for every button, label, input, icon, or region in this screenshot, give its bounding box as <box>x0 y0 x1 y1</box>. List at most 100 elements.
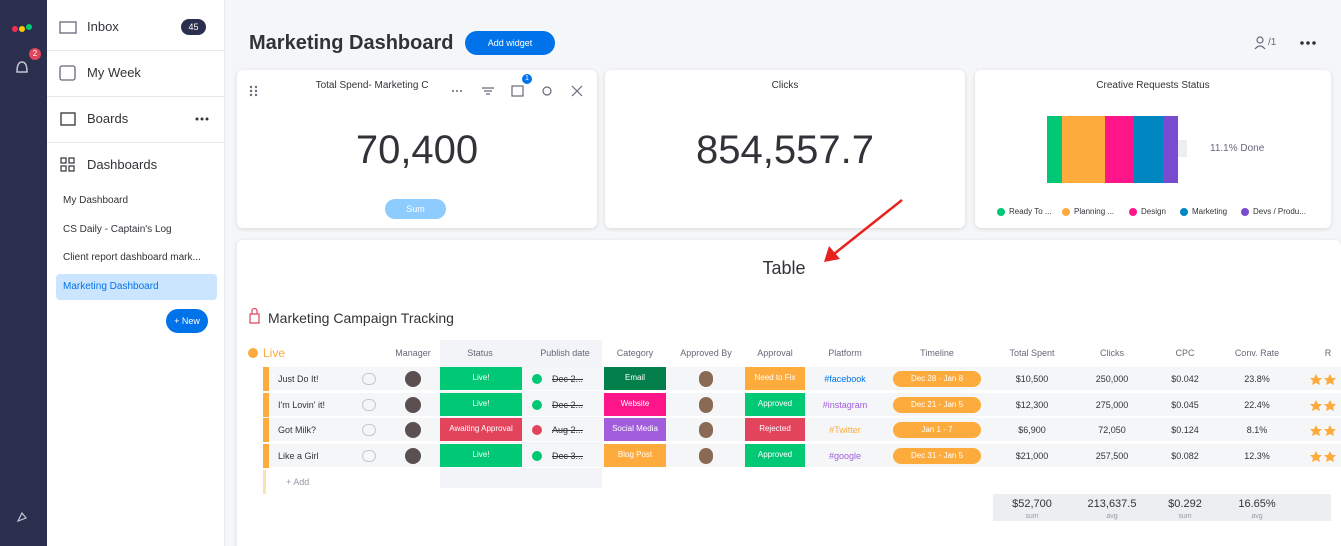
manager-avatar <box>405 371 421 387</box>
status-segment <box>1061 116 1106 183</box>
item-name[interactable]: I'm Lovin' it! <box>278 400 325 410</box>
publish-date: Dec 2... <box>552 374 584 384</box>
new-button[interactable]: + New <box>166 309 208 333</box>
status-cell: Live! <box>440 393 522 416</box>
segment-stub <box>1178 140 1187 157</box>
toolbar-badge: 1 <box>522 74 532 84</box>
nav-item[interactable]: My Week <box>87 65 141 80</box>
approval-cell: Need to Fix <box>745 367 805 390</box>
publish-date: Dec 2... <box>552 400 584 410</box>
date-icon <box>532 451 542 461</box>
item-name[interactable]: Just Do It! <box>278 374 319 384</box>
status-cell: Live! <box>440 444 522 467</box>
number-cell: 257,500 <box>1095 451 1129 461</box>
status-segment <box>1134 116 1164 183</box>
dashboard-link[interactable]: Marketing Dashboard <box>63 281 159 292</box>
widget-title: Clicks <box>771 80 799 91</box>
legend-label: Design <box>1141 207 1166 216</box>
number-cell: $6,900 <box>1018 425 1046 435</box>
dashboard-link[interactable]: CS Daily - Captain's Log <box>63 224 172 235</box>
manager-avatar <box>405 397 421 413</box>
platform: #facebook <box>824 374 866 384</box>
legend-label: Devs / Produ... <box>1253 207 1306 216</box>
column-header: Total Spent <box>1009 348 1055 358</box>
legend-dot <box>1062 208 1070 216</box>
number-cell: $0.082 <box>1171 451 1199 461</box>
number-cell: $0.045 <box>1171 400 1199 410</box>
battery-summary: 11.1% Done <box>1210 143 1265 154</box>
legend-label: Marketing <box>1192 207 1228 216</box>
column-header: Approval <box>757 348 793 358</box>
number-cell: $12,300 <box>1015 400 1049 410</box>
timeline-pill: Dec 21 - Jan 5 <box>893 397 981 413</box>
notification-badge: 2 <box>29 48 41 60</box>
status-cell: Live! <box>440 367 522 390</box>
nav-item[interactable]: Inbox <box>87 19 119 34</box>
column-header: Platform <box>828 348 862 358</box>
add-row[interactable]: + Add <box>263 470 1341 494</box>
group-title: Live <box>263 346 286 360</box>
publish-date: Aug 2... <box>552 425 584 435</box>
status-segment <box>1163 116 1178 183</box>
number-cell: 275,000 <box>1095 400 1129 410</box>
left-rail <box>0 0 47 546</box>
sidebar <box>47 0 225 546</box>
separator <box>47 142 225 143</box>
column-header: Category <box>616 348 654 358</box>
widget-card <box>605 70 965 228</box>
number-value: 70,400 <box>355 128 479 172</box>
number-cell: 12.3% <box>1244 451 1270 461</box>
column-header: CPC <box>1175 348 1195 358</box>
number-cell: 250,000 <box>1095 374 1129 384</box>
status-cell: Awaiting Approval <box>440 418 522 441</box>
approver-avatar <box>699 397 713 413</box>
more-icon <box>1300 41 1316 45</box>
legend-dot <box>1129 208 1137 216</box>
legend-label: Planning ... <box>1074 207 1115 216</box>
widget-title: Creative Requests Status <box>1096 80 1210 91</box>
approver-avatar <box>699 371 713 387</box>
item-name[interactable]: Like a Girl <box>278 451 319 461</box>
separator <box>47 96 225 97</box>
date-icon <box>532 374 542 384</box>
approval-cell: Approved <box>745 444 805 467</box>
function-pill[interactable]: Sum <box>385 199 446 219</box>
people-count: /1 <box>1268 37 1277 48</box>
legend-dot <box>997 208 1005 216</box>
page-title: Marketing Dashboard <box>249 32 454 54</box>
column-header: Publish date <box>540 348 590 358</box>
selected-bg <box>56 274 217 300</box>
platform: #instagram <box>822 400 868 410</box>
nav-item[interactable]: Boards <box>87 111 129 126</box>
publish-date: Dec 3... <box>552 451 584 461</box>
dashboard-link[interactable]: My Dashboard <box>63 195 129 206</box>
dashboard-link[interactable]: Client report dashboard mark... <box>63 252 201 263</box>
category-cell: Social Media <box>604 418 666 441</box>
status-segment <box>1105 116 1135 183</box>
approval-cell: Approved <box>745 393 805 416</box>
legend-dot <box>1180 208 1188 216</box>
platform: #google <box>828 451 862 461</box>
date-icon <box>532 400 542 410</box>
timeline-pill: Jan 1 - 7 <box>893 422 981 438</box>
legend-label: Ready To ... <box>1009 207 1052 216</box>
status-segment <box>1047 116 1062 183</box>
total-value: 16.65% <box>1238 498 1276 510</box>
column-header: Approved By <box>680 348 732 358</box>
item-name[interactable]: Got Milk? <box>278 425 317 435</box>
total-function: avg <box>1106 513 1118 520</box>
platform: #Twitter <box>829 425 861 435</box>
total-function: avg <box>1251 513 1263 520</box>
total-value: $52,700 <box>1012 498 1052 510</box>
column-header: Clicks <box>1100 348 1124 358</box>
manager-avatar <box>405 448 421 464</box>
number-cell: 72,050 <box>1098 425 1126 435</box>
number-cell: 23.8% <box>1244 374 1270 384</box>
number-cell: $0.124 <box>1171 425 1199 435</box>
date-icon <box>532 425 542 435</box>
row-color-bar <box>263 367 269 391</box>
add-widget-button[interactable]: Add widget <box>465 31 555 55</box>
nav-item[interactable]: Dashboards <box>87 157 158 172</box>
board-title: Marketing Campaign Tracking <box>268 310 454 326</box>
